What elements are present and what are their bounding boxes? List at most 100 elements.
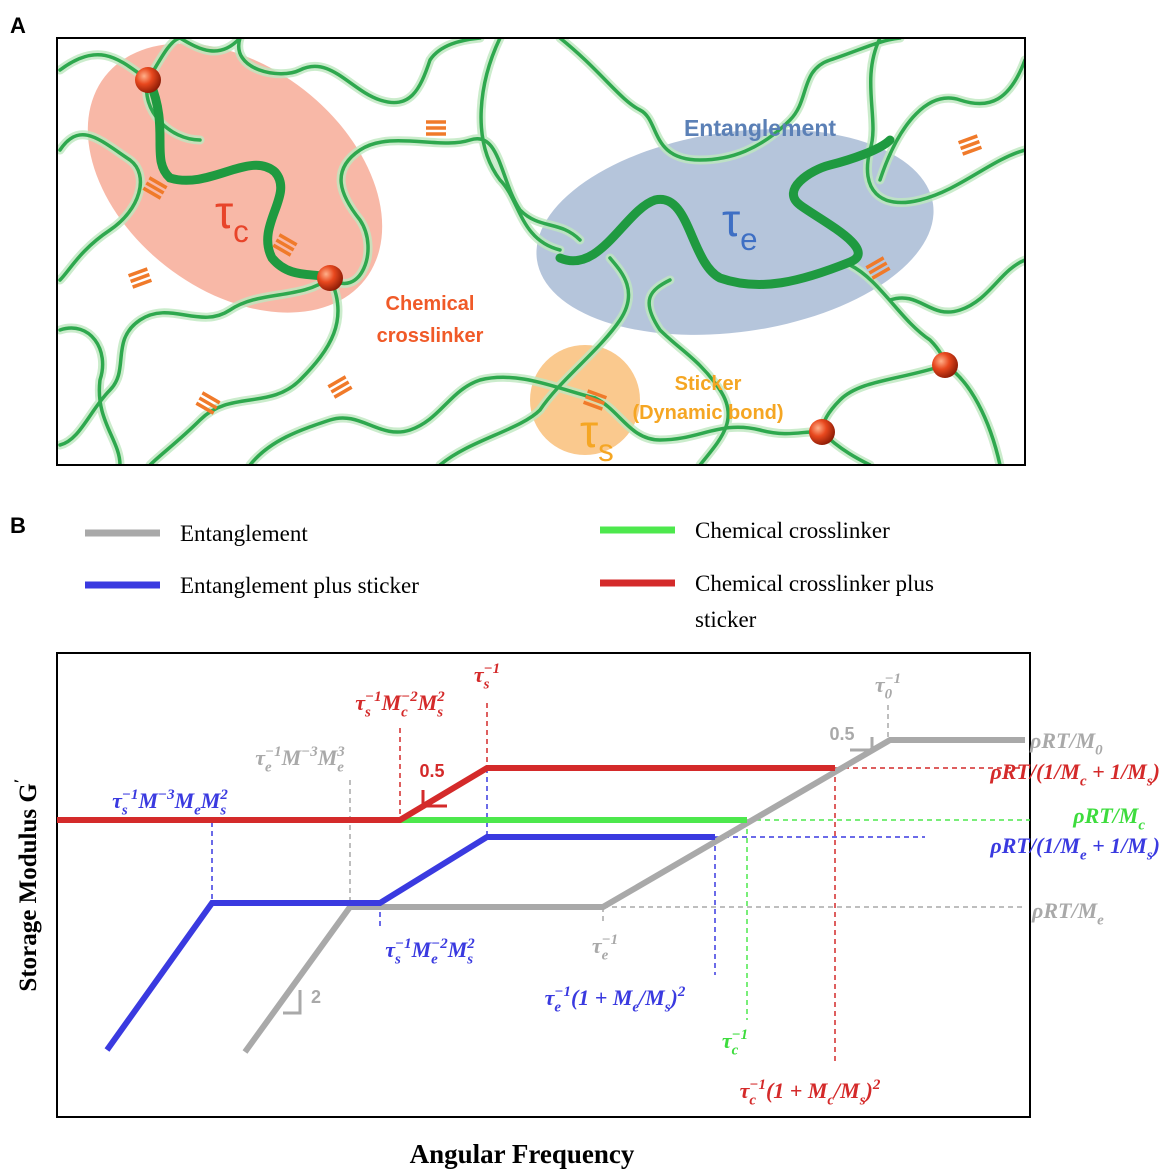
region-label: (Dynamic bond) — [632, 402, 783, 424]
region-label: Entanglement — [684, 115, 836, 141]
sticker — [328, 377, 351, 397]
subscript: c — [401, 705, 408, 721]
text-part: M — [174, 788, 196, 813]
legend-label: Entanglement — [180, 521, 308, 546]
text-part: Storage Modulus — [15, 803, 42, 992]
annotation: τe−1M−3Me3 — [255, 744, 345, 776]
superscript: 2 — [677, 984, 686, 1000]
modulus-curves — [57, 740, 1025, 1052]
text-part: M — [1126, 833, 1148, 858]
superscript: −1 — [122, 787, 139, 803]
text-part: M — [447, 937, 469, 962]
region-label: crosslinker — [377, 325, 484, 347]
region-label: Chemical — [386, 293, 475, 315]
text-part: G — [15, 783, 42, 802]
panel-label: A — [10, 13, 26, 38]
text-part: M — [1077, 898, 1099, 923]
subscript: e — [431, 952, 438, 968]
text-part: M — [1059, 833, 1081, 858]
annotation: τs−1Me−2Ms2 — [385, 936, 475, 968]
superscript: 2 — [219, 787, 228, 803]
network-illustration — [36, 0, 1025, 465]
annotation: τe−1 — [592, 932, 618, 964]
superscript: −1 — [602, 932, 619, 948]
superscript: −1 — [749, 1077, 766, 1093]
text-part: ρRT/(1/ — [989, 759, 1062, 784]
superscript: −1 — [395, 936, 412, 952]
subscript: 0 — [1095, 743, 1103, 759]
slope-triangles — [283, 737, 872, 1013]
superscript: −3 — [301, 744, 318, 760]
legend: Entanglement Entanglement plus sticker Che… — [85, 518, 934, 632]
annotation: ρRT/(1/Mc + 1/Ms) — [989, 759, 1160, 790]
superscript: 3 — [336, 744, 345, 760]
text-part: M — [1075, 728, 1097, 753]
text-part: ρRT/ — [1031, 898, 1079, 923]
crosslinker-bead — [809, 419, 835, 445]
subscript: s — [121, 803, 128, 819]
superscript: −1 — [365, 689, 382, 705]
text-part: M — [317, 745, 339, 770]
text-part: ρRT/ — [1072, 803, 1120, 828]
subscript: s — [364, 705, 371, 721]
text-part: τ — [722, 194, 740, 246]
text-part: M — [612, 985, 634, 1010]
subscript: s — [483, 677, 490, 693]
text-part: + 1/ — [1087, 833, 1130, 858]
text-part: ρRT/(1/ — [989, 833, 1062, 858]
legend-label: sticker — [695, 607, 757, 632]
superscript: −1 — [554, 984, 571, 1000]
plot-frame — [57, 653, 1030, 1117]
annotation: τ0−1 — [875, 671, 901, 703]
superscript: −1 — [885, 671, 902, 687]
text-part: ) — [1151, 759, 1160, 784]
text-part: τ — [215, 186, 233, 238]
text-part: ) — [1151, 833, 1160, 858]
sticker — [129, 269, 152, 287]
legend-label: Entanglement plus sticker — [180, 573, 419, 598]
annotation: τe−1(1 + Me/Ms)2 — [545, 984, 686, 1016]
x-axis-label: Angular Frequency — [410, 1139, 635, 1169]
sticker — [959, 136, 982, 154]
superscript: −1 — [732, 1027, 749, 1043]
superscript: 2 — [436, 689, 445, 705]
text-part: ) — [864, 1078, 873, 1103]
superscript: 2 — [466, 936, 475, 952]
superscript: −2 — [401, 689, 418, 705]
subscript: 0 — [885, 687, 893, 703]
text-part: M — [1118, 803, 1140, 828]
subscript: s — [394, 952, 401, 968]
annotation: ρRT/M0 — [1029, 728, 1103, 759]
text-part: M — [807, 1078, 829, 1103]
panel-label: B — [10, 513, 26, 538]
crosslinker-bead — [932, 352, 958, 378]
text-part: (1 + — [571, 985, 613, 1010]
superscript: −2 — [431, 936, 448, 952]
superscript: −1 — [484, 661, 501, 677]
text-part: M — [411, 937, 433, 962]
legend-label: Chemical crosslinker — [695, 518, 890, 543]
annotation: τc−1 — [722, 1027, 748, 1059]
y-axis-label: Storage Modulus G′ — [11, 778, 43, 991]
annotation: ρRT/(1/Me + 1/Ms) — [989, 833, 1160, 864]
slope-label: 0.5 — [829, 724, 854, 744]
text-part: ρRT/ — [1029, 728, 1077, 753]
annotation: τc−1(1 + Mc/Ms)2 — [740, 1077, 881, 1109]
annotation: τs−1Mc−2Ms2 — [355, 689, 445, 721]
subscript: c — [749, 1093, 756, 1109]
subscript: e — [337, 760, 344, 776]
subscript: e — [1097, 913, 1104, 929]
text-part: τ — [580, 405, 598, 457]
text-part: M — [1126, 759, 1148, 784]
slope-label: 2 — [311, 987, 321, 1007]
subscript: c — [732, 1043, 739, 1059]
text-part: M — [137, 788, 159, 813]
text-part: (1 + — [766, 1078, 808, 1103]
text-part: M — [200, 788, 222, 813]
superscript: 2 — [872, 1077, 881, 1093]
crosslinker-bead — [317, 265, 343, 291]
annotation: τs−1 — [474, 661, 500, 693]
text-part: M — [417, 690, 439, 715]
subscript: e — [602, 948, 609, 964]
subscript: e — [554, 1000, 561, 1016]
